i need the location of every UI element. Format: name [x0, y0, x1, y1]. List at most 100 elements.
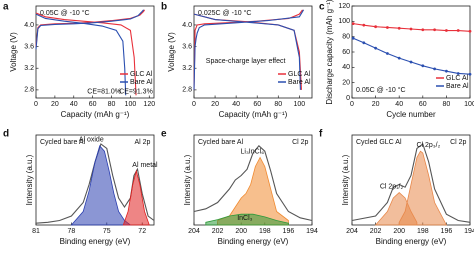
- y-tick-label: 40: [342, 64, 350, 71]
- x-tick-label: 100: [464, 101, 474, 108]
- data-point: [362, 23, 366, 27]
- y-axis-label: Intensity (a.u.): [183, 154, 192, 205]
- panel-title: 0.025C @ -10 °C: [198, 9, 251, 17]
- data-point: [468, 29, 472, 33]
- y-tick-label: 0: [346, 95, 350, 102]
- x-tick-label: 0: [34, 101, 38, 108]
- y-tick-label: 100: [338, 18, 350, 25]
- x-tick-label: 196: [441, 228, 453, 235]
- y-tick-label: 80: [342, 34, 350, 41]
- data-line: [35, 9, 145, 96]
- y-tick-label: 3.6: [24, 43, 34, 50]
- panel-label: f: [319, 129, 323, 140]
- x-tick-label: 75: [103, 228, 111, 235]
- panel: b 0 20 40 60 80 100 2.8 3.2 3.6 4.0 Capacity (mAh g…: [161, 2, 313, 119]
- y-axis-label: Voltage (V): [167, 32, 176, 72]
- legend-label: GLC Al: [288, 71, 311, 78]
- x-tick-label: 0: [192, 101, 196, 108]
- annotation: Space-charge layer effect: [206, 58, 286, 65]
- x-tick-label: 204: [188, 228, 200, 235]
- data-line: [193, 145, 313, 222]
- panel: e 204 202 200 198 196 194 Binding energy (eV) In…: [161, 129, 318, 246]
- panel-label: a: [3, 2, 9, 13]
- legend-label: Bare Al: [288, 79, 311, 86]
- x-tick-label: 200: [235, 228, 247, 235]
- panel-title: Cycled GLC Al: [356, 139, 402, 146]
- panel-label: b: [161, 2, 167, 13]
- panel: a 0 20 40 60 80 100 120 2.8 3.2 3.6 4.0 Capacity (mA…: [3, 2, 155, 119]
- x-axis-label: Capacity (mAh g⁻¹): [219, 110, 288, 119]
- peak-label: InCl₃: [237, 215, 252, 222]
- peak-area: [122, 169, 150, 226]
- peak-label: Al oxide: [79, 137, 104, 144]
- x-tick-label: 204: [346, 228, 358, 235]
- annotation: Al 2p: [134, 139, 150, 146]
- peak-label: Cl 2p₃/₂: [416, 142, 440, 149]
- data-point: [386, 52, 389, 55]
- y-tick-label: 20: [342, 80, 350, 87]
- x-tick-label: 40: [232, 101, 240, 108]
- plot-frame: [193, 5, 313, 99]
- peak-area: [398, 150, 448, 226]
- legend-label: GLC Al: [446, 75, 469, 82]
- y-tick-label: 60: [342, 49, 350, 56]
- panel-title: 0.05C @ -10 °C: [40, 9, 90, 17]
- data-point: [409, 60, 413, 64]
- data-line: [35, 143, 155, 224]
- x-tick-label: 20: [51, 101, 59, 108]
- panel-title: 0.05C @ -10 °C: [356, 86, 406, 94]
- y-tick-label: 120: [338, 3, 350, 10]
- panel-title: Cycled bare Al: [40, 139, 86, 146]
- annotation: Cl 2p: [450, 139, 466, 146]
- plot-frame: [35, 5, 155, 99]
- x-axis-label: Cycle number: [386, 110, 436, 119]
- data-point: [362, 41, 366, 45]
- x-tick-label: 196: [283, 228, 295, 235]
- y-tick-label: 3.2: [24, 65, 34, 72]
- panel: c 0 20 40 60 80 100 0 20 40 60 80 100 120 Cycle number…: [319, 0, 474, 119]
- data-point: [351, 36, 355, 40]
- x-tick-label: 72: [138, 228, 146, 235]
- panel-title: Cycled bare Al: [198, 139, 244, 146]
- x-tick-label: 81: [32, 228, 40, 235]
- data-point: [397, 26, 401, 30]
- data-point: [351, 22, 355, 26]
- x-tick-label: 194: [306, 228, 318, 235]
- panel: d 81 78 75 72 Binding energy (eV) Intensity (a…: [3, 129, 158, 246]
- annotation: CE=81.0%: [87, 88, 121, 95]
- data-point: [409, 27, 413, 31]
- x-tick-label: 198: [259, 228, 271, 235]
- legend-label: Bare Al: [130, 79, 153, 86]
- data-point: [433, 67, 436, 71]
- x-tick-label: 78: [68, 228, 76, 235]
- x-tick-label: 60: [253, 101, 261, 108]
- panel-label: e: [161, 129, 167, 140]
- x-axis-label: Binding energy (eV): [218, 237, 289, 246]
- y-axis-label: Intensity (a.u.): [25, 154, 34, 205]
- x-tick-label: 80: [274, 101, 282, 108]
- data-line: [193, 9, 305, 90]
- x-axis-label: Capacity (mAh g⁻¹): [61, 110, 130, 119]
- data-point: [386, 26, 389, 29]
- annotation: CE=91.3%: [119, 88, 153, 95]
- x-tick-label: 120: [143, 101, 155, 108]
- y-axis-label: Intensity (a.u.): [341, 154, 350, 205]
- x-tick-label: 80: [443, 101, 451, 108]
- legend-label: Bare Al: [446, 83, 469, 90]
- y-axis-label: Voltage (V): [9, 32, 18, 72]
- data-point: [374, 25, 377, 29]
- data-point: [397, 56, 401, 60]
- x-tick-label: 40: [70, 101, 78, 108]
- legend-label: GLC Al: [130, 71, 153, 78]
- x-tick-label: 100: [294, 101, 306, 108]
- data-line: [352, 37, 471, 75]
- peak-label: Li₃InCl₆: [241, 148, 265, 155]
- panel: f 204 202 200 198 196 194 Binding energy (eV) In…: [319, 129, 474, 246]
- x-axis-label: Binding energy (eV): [60, 237, 131, 246]
- x-tick-label: 20: [211, 101, 219, 108]
- y-tick-label: 3.2: [182, 65, 192, 72]
- x-tick-label: 100: [125, 101, 137, 108]
- x-tick-label: 200: [393, 228, 405, 235]
- x-tick-label: 80: [108, 101, 116, 108]
